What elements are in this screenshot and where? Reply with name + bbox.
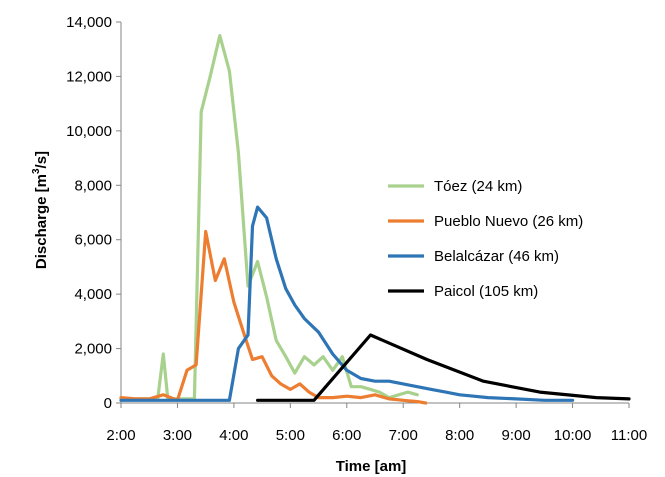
x-tick-label: 8:00 xyxy=(445,427,474,444)
x-tick-label: 5:00 xyxy=(276,427,305,444)
x-tick-label: 3:00 xyxy=(163,427,192,444)
x-tick-label: 4:00 xyxy=(219,427,248,444)
x-tick-label: 7:00 xyxy=(389,427,418,444)
chart-series-layer xyxy=(119,34,631,405)
x-tick-label: 2:00 xyxy=(106,427,135,444)
y-tick-label: 4,000 xyxy=(74,286,112,303)
legend-label-4: Paicol (105 km) xyxy=(434,283,538,300)
y-axis-title-main: Discharge [m xyxy=(33,174,50,269)
series-line-1 xyxy=(119,34,419,401)
legend-label-1: Tóez (24 km) xyxy=(434,178,522,195)
chart-legend: Tóez (24 km) Pueblo Nuevo (26 km) Belalcáz… xyxy=(388,178,583,300)
y-tick-label: 2,000 xyxy=(74,341,112,358)
y-tick-label: 6,000 xyxy=(74,232,112,249)
legend-label-2: Pueblo Nuevo (26 km) xyxy=(434,213,583,230)
x-tick-label: 6:00 xyxy=(332,427,361,444)
y-tick-label: 0 xyxy=(104,395,112,412)
series-line-2 xyxy=(119,229,428,405)
y-tick-label: 10,000 xyxy=(66,123,112,140)
series-line-4 xyxy=(256,333,631,402)
y-axis-title-unit: /s] xyxy=(33,151,50,169)
y-axis-title-superscript: 3 xyxy=(31,168,42,174)
y-tick-label: 14,000 xyxy=(66,14,112,31)
chart-axes: 0 2,000 4,000 6,000 8,000 10,000 12,000 14,000 2… xyxy=(66,14,647,444)
x-tick-label: 9:00 xyxy=(502,427,531,444)
x-tick-label: 11:00 xyxy=(611,427,647,444)
x-tick-label: 10:00 xyxy=(554,427,592,444)
x-axis-title: Time [am] xyxy=(336,458,407,475)
legend-label-3: Belalcázar (46 km) xyxy=(434,248,559,265)
y-tick-label: 8,000 xyxy=(74,177,112,194)
y-tick-label: 12,000 xyxy=(66,68,112,85)
y-axis-title: Discharge [m3/s] xyxy=(31,151,50,269)
series-line-3 xyxy=(119,205,575,402)
